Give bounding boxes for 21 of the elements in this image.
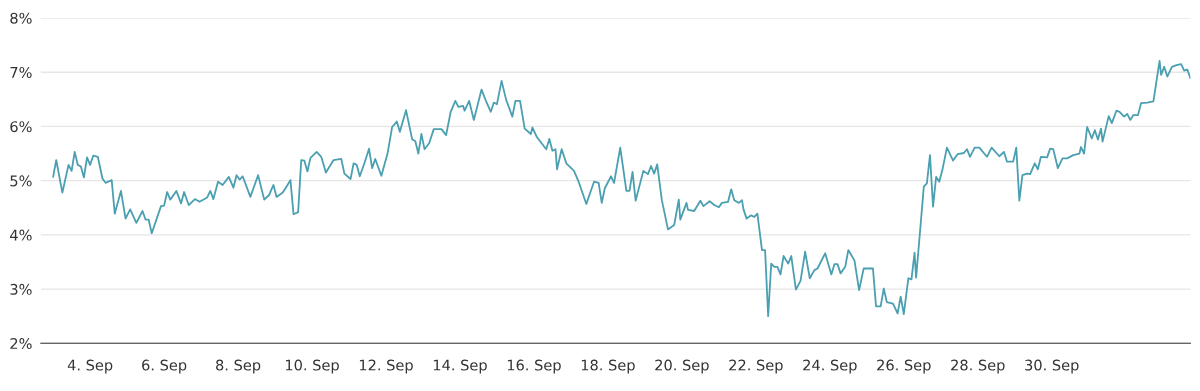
x-tick-label: 24. Sep bbox=[803, 359, 857, 374]
x-tick-label: 16. Sep bbox=[507, 359, 561, 374]
x-tick-label: 10. Sep bbox=[285, 359, 339, 374]
x-tick-label: 8. Sep bbox=[216, 359, 261, 374]
x-tick-label: 22. Sep bbox=[729, 359, 783, 374]
y-tick-label: 6% bbox=[10, 121, 32, 133]
y-tick-label: 2% bbox=[10, 338, 32, 350]
x-tick-label: 30. Sep bbox=[1025, 359, 1079, 374]
y-tick-label: 3% bbox=[10, 283, 32, 295]
x-tick-label: 20. Sep bbox=[655, 359, 709, 374]
x-tick-label: 18. Sep bbox=[581, 359, 635, 374]
x-tick-label: 14. Sep bbox=[433, 359, 487, 374]
x-tick-label: 4. Sep bbox=[67, 359, 113, 374]
y-tick-label: 7% bbox=[10, 66, 32, 78]
y-tick-label: 5% bbox=[10, 175, 32, 187]
x-tick-label: 6. Sep bbox=[142, 359, 187, 374]
x-tick-label: 26. Sep bbox=[877, 359, 931, 374]
x-tick-label: 12. Sep bbox=[359, 359, 413, 374]
x-tick-label: 28. Sep bbox=[951, 359, 1005, 374]
y-tick-label: 4% bbox=[10, 229, 32, 241]
y-tick-label: 8% bbox=[10, 12, 32, 24]
